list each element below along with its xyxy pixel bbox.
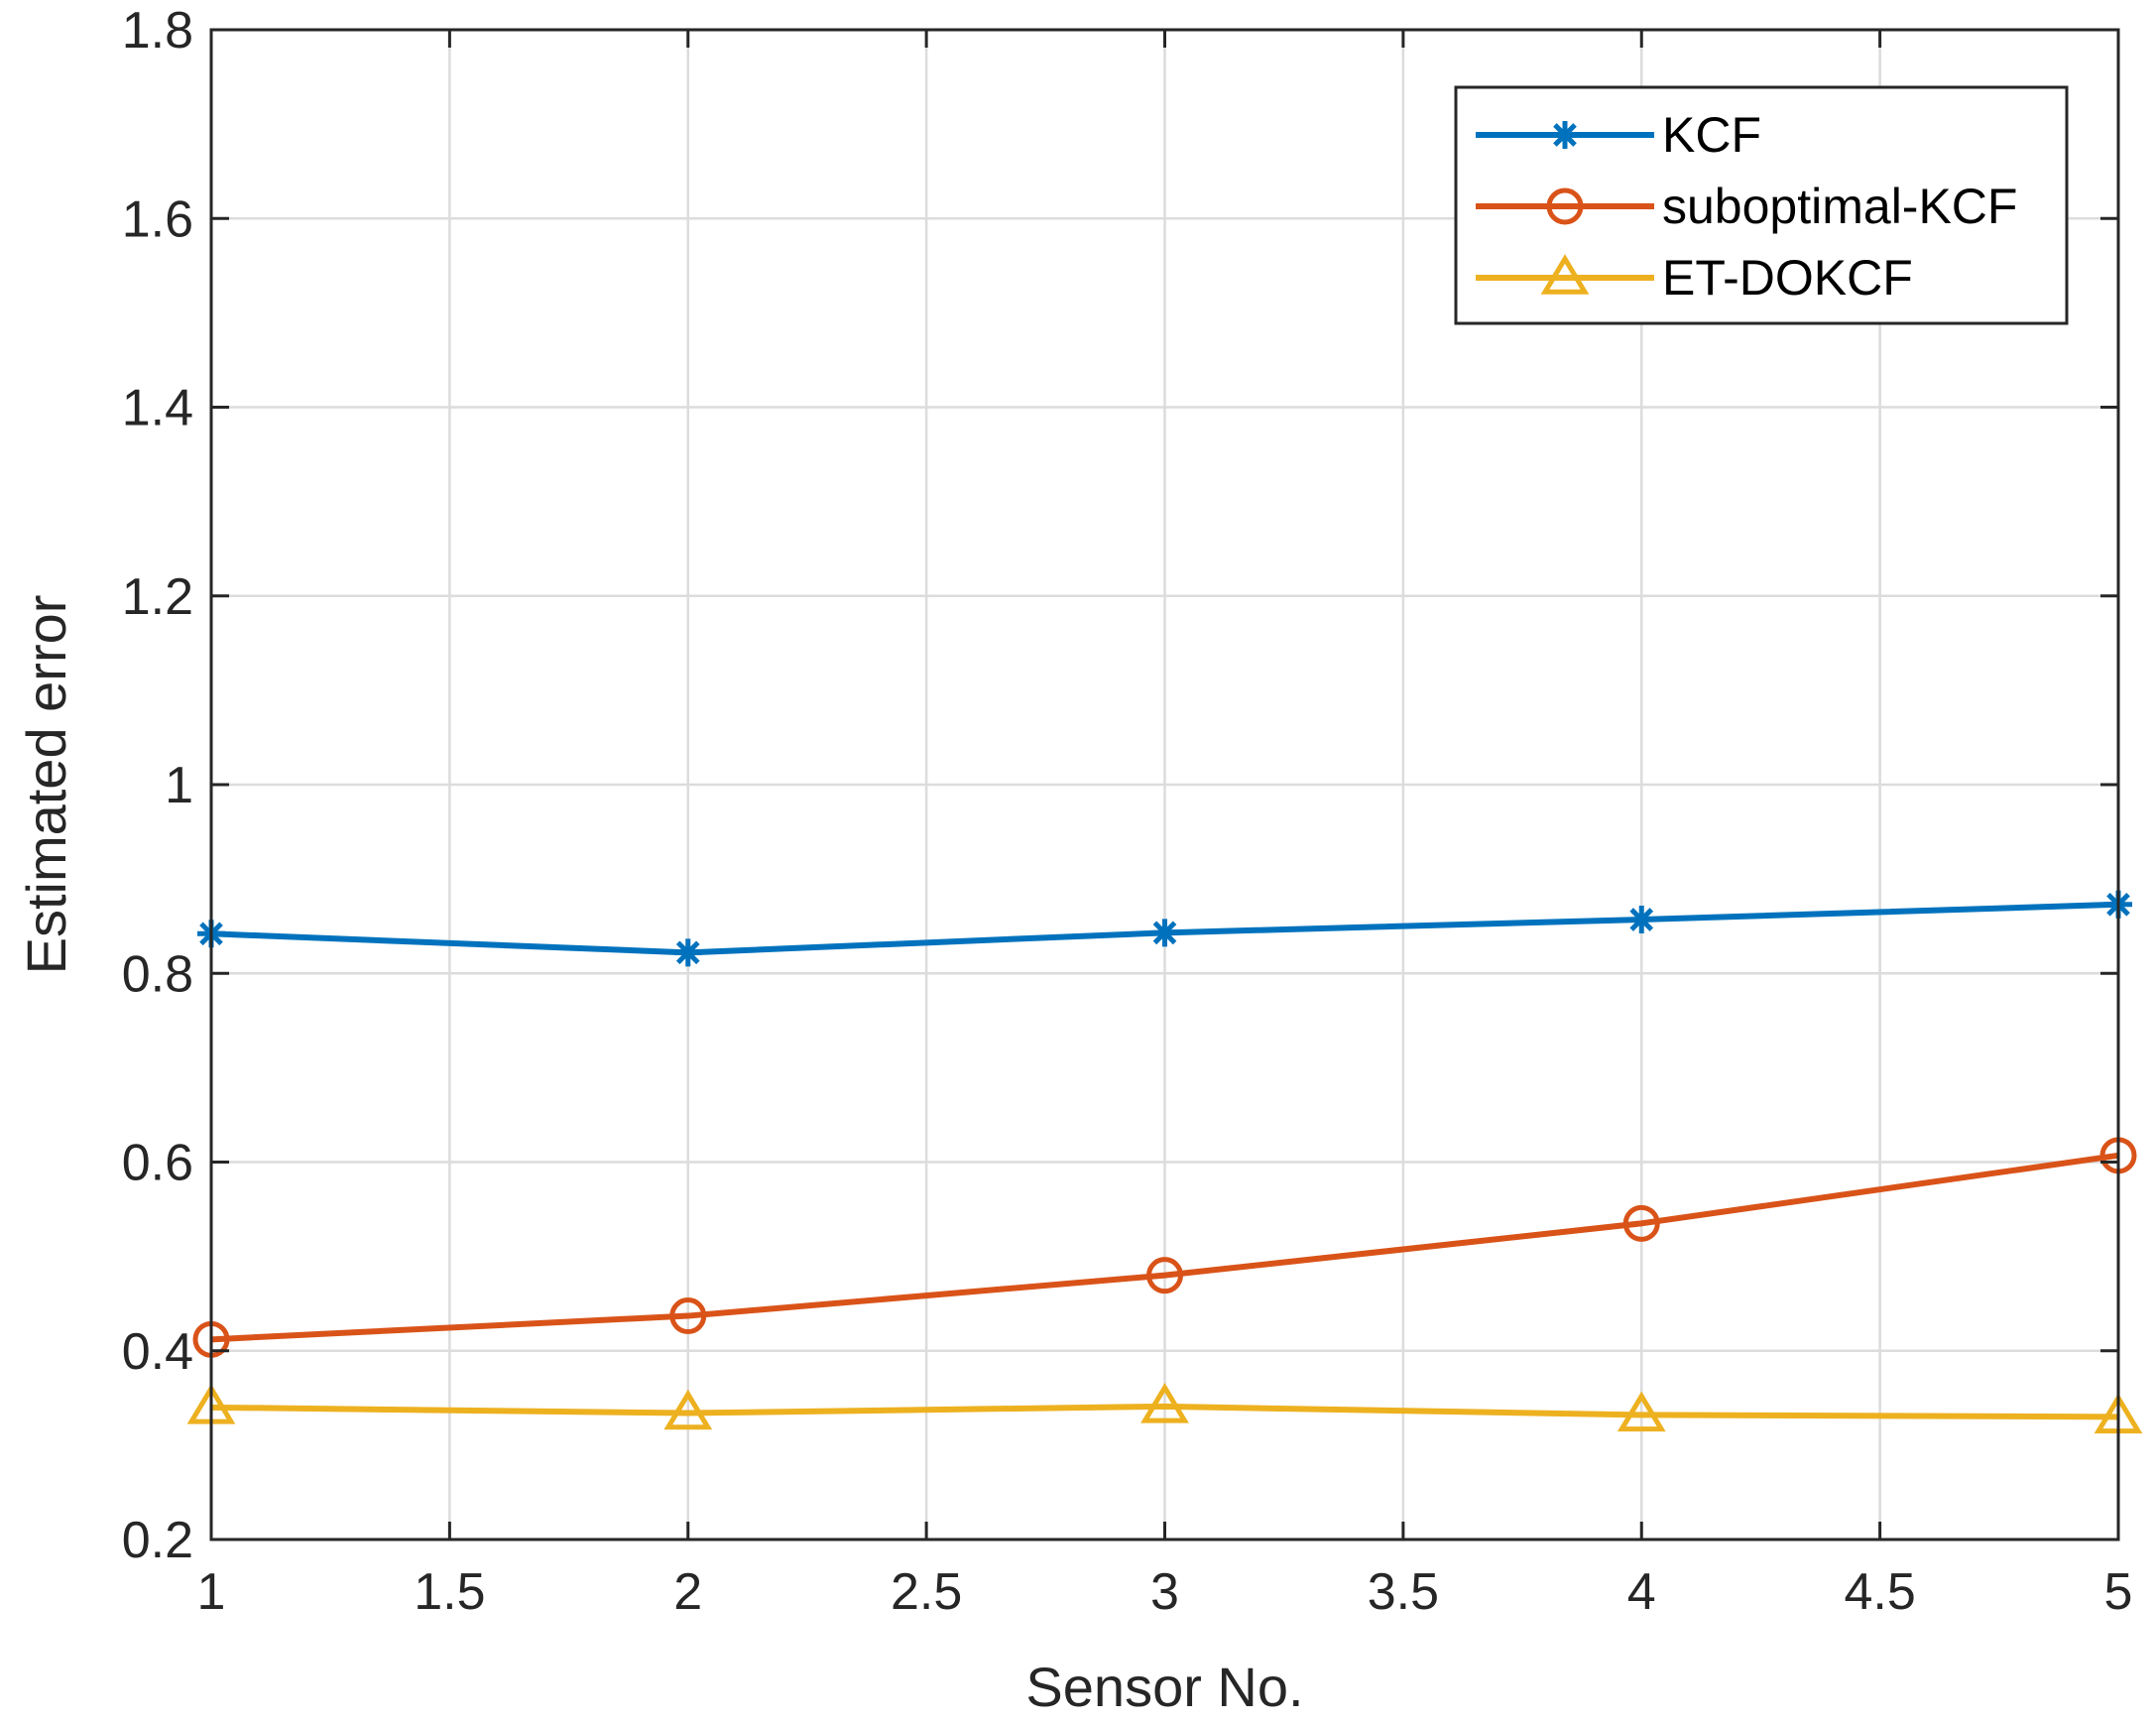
data-point-et-dokcf [1140,1383,1189,1423]
legend-marker-kcf [1551,121,1579,149]
series-line-et-dokcf [210,1403,2119,1420]
series-line-suboptimal-kcf [210,1152,2119,1343]
x-tick-label: 4.5 [1844,1563,1915,1621]
x-axis-title: Sensor No. [1025,1656,1303,1718]
y-tick-label: 1.6 [122,190,193,248]
data-point-kcf [673,938,702,967]
data-point-et-dokcf [1617,1391,1666,1432]
x-tick-label: 1 [197,1563,226,1621]
x-axis-tick-labels: 1 1.5 2 2.5 3 3.5 4 4.5 5 [197,1563,2133,1621]
y-tick-label: 0.2 [122,1512,193,1569]
x-tick-label: 2 [673,1563,702,1621]
y-axis-title: Estimated error [15,595,77,975]
legend-label-suboptimal-kcf: suboptimal-KCF [1662,179,2017,234]
x-tick-label: 1.5 [414,1563,485,1621]
y-tick-label: 1 [165,757,193,814]
y-axis-tick-labels: 0.2 0.4 0.6 0.8 1 1.2 1.4 1.6 1.8 [122,2,193,1569]
data-point-kcf [1627,906,1656,934]
x-tick-label: 5 [2104,1563,2133,1621]
data-point-suboptimal-kcf [1622,1204,1660,1242]
legend-label-et-dokcf: ET-DOKCF [1662,250,1913,306]
y-tick-label: 1.4 [122,380,193,437]
legend-marker-et-dokcf [1540,254,1590,295]
x-tick-label: 3.5 [1368,1563,1439,1621]
axis-ticks [209,28,2120,1541]
x-tick-label: 4 [1627,1563,1656,1621]
legend-label-kcf: KCF [1662,107,1761,163]
y-tick-label: 1.2 [122,568,193,626]
x-tick-label: 2.5 [891,1563,962,1621]
y-tick-label: 0.4 [122,1323,193,1381]
y-tick-label: 0.6 [122,1135,193,1192]
data-point-kcf [1150,919,1179,947]
x-tick-label: 3 [1150,1563,1179,1621]
y-tick-label: 0.8 [122,945,193,1003]
legend-marker-suboptimal-kcf [1546,187,1584,225]
y-tick-label: 1.8 [122,2,193,60]
legend: KCF suboptimal-KCF ET-DOKCF [1454,85,2069,325]
data-point-et-dokcf [663,1389,713,1430]
data-point-suboptimal-kcf [1146,1257,1183,1294]
data-point-suboptimal-kcf [669,1297,707,1335]
